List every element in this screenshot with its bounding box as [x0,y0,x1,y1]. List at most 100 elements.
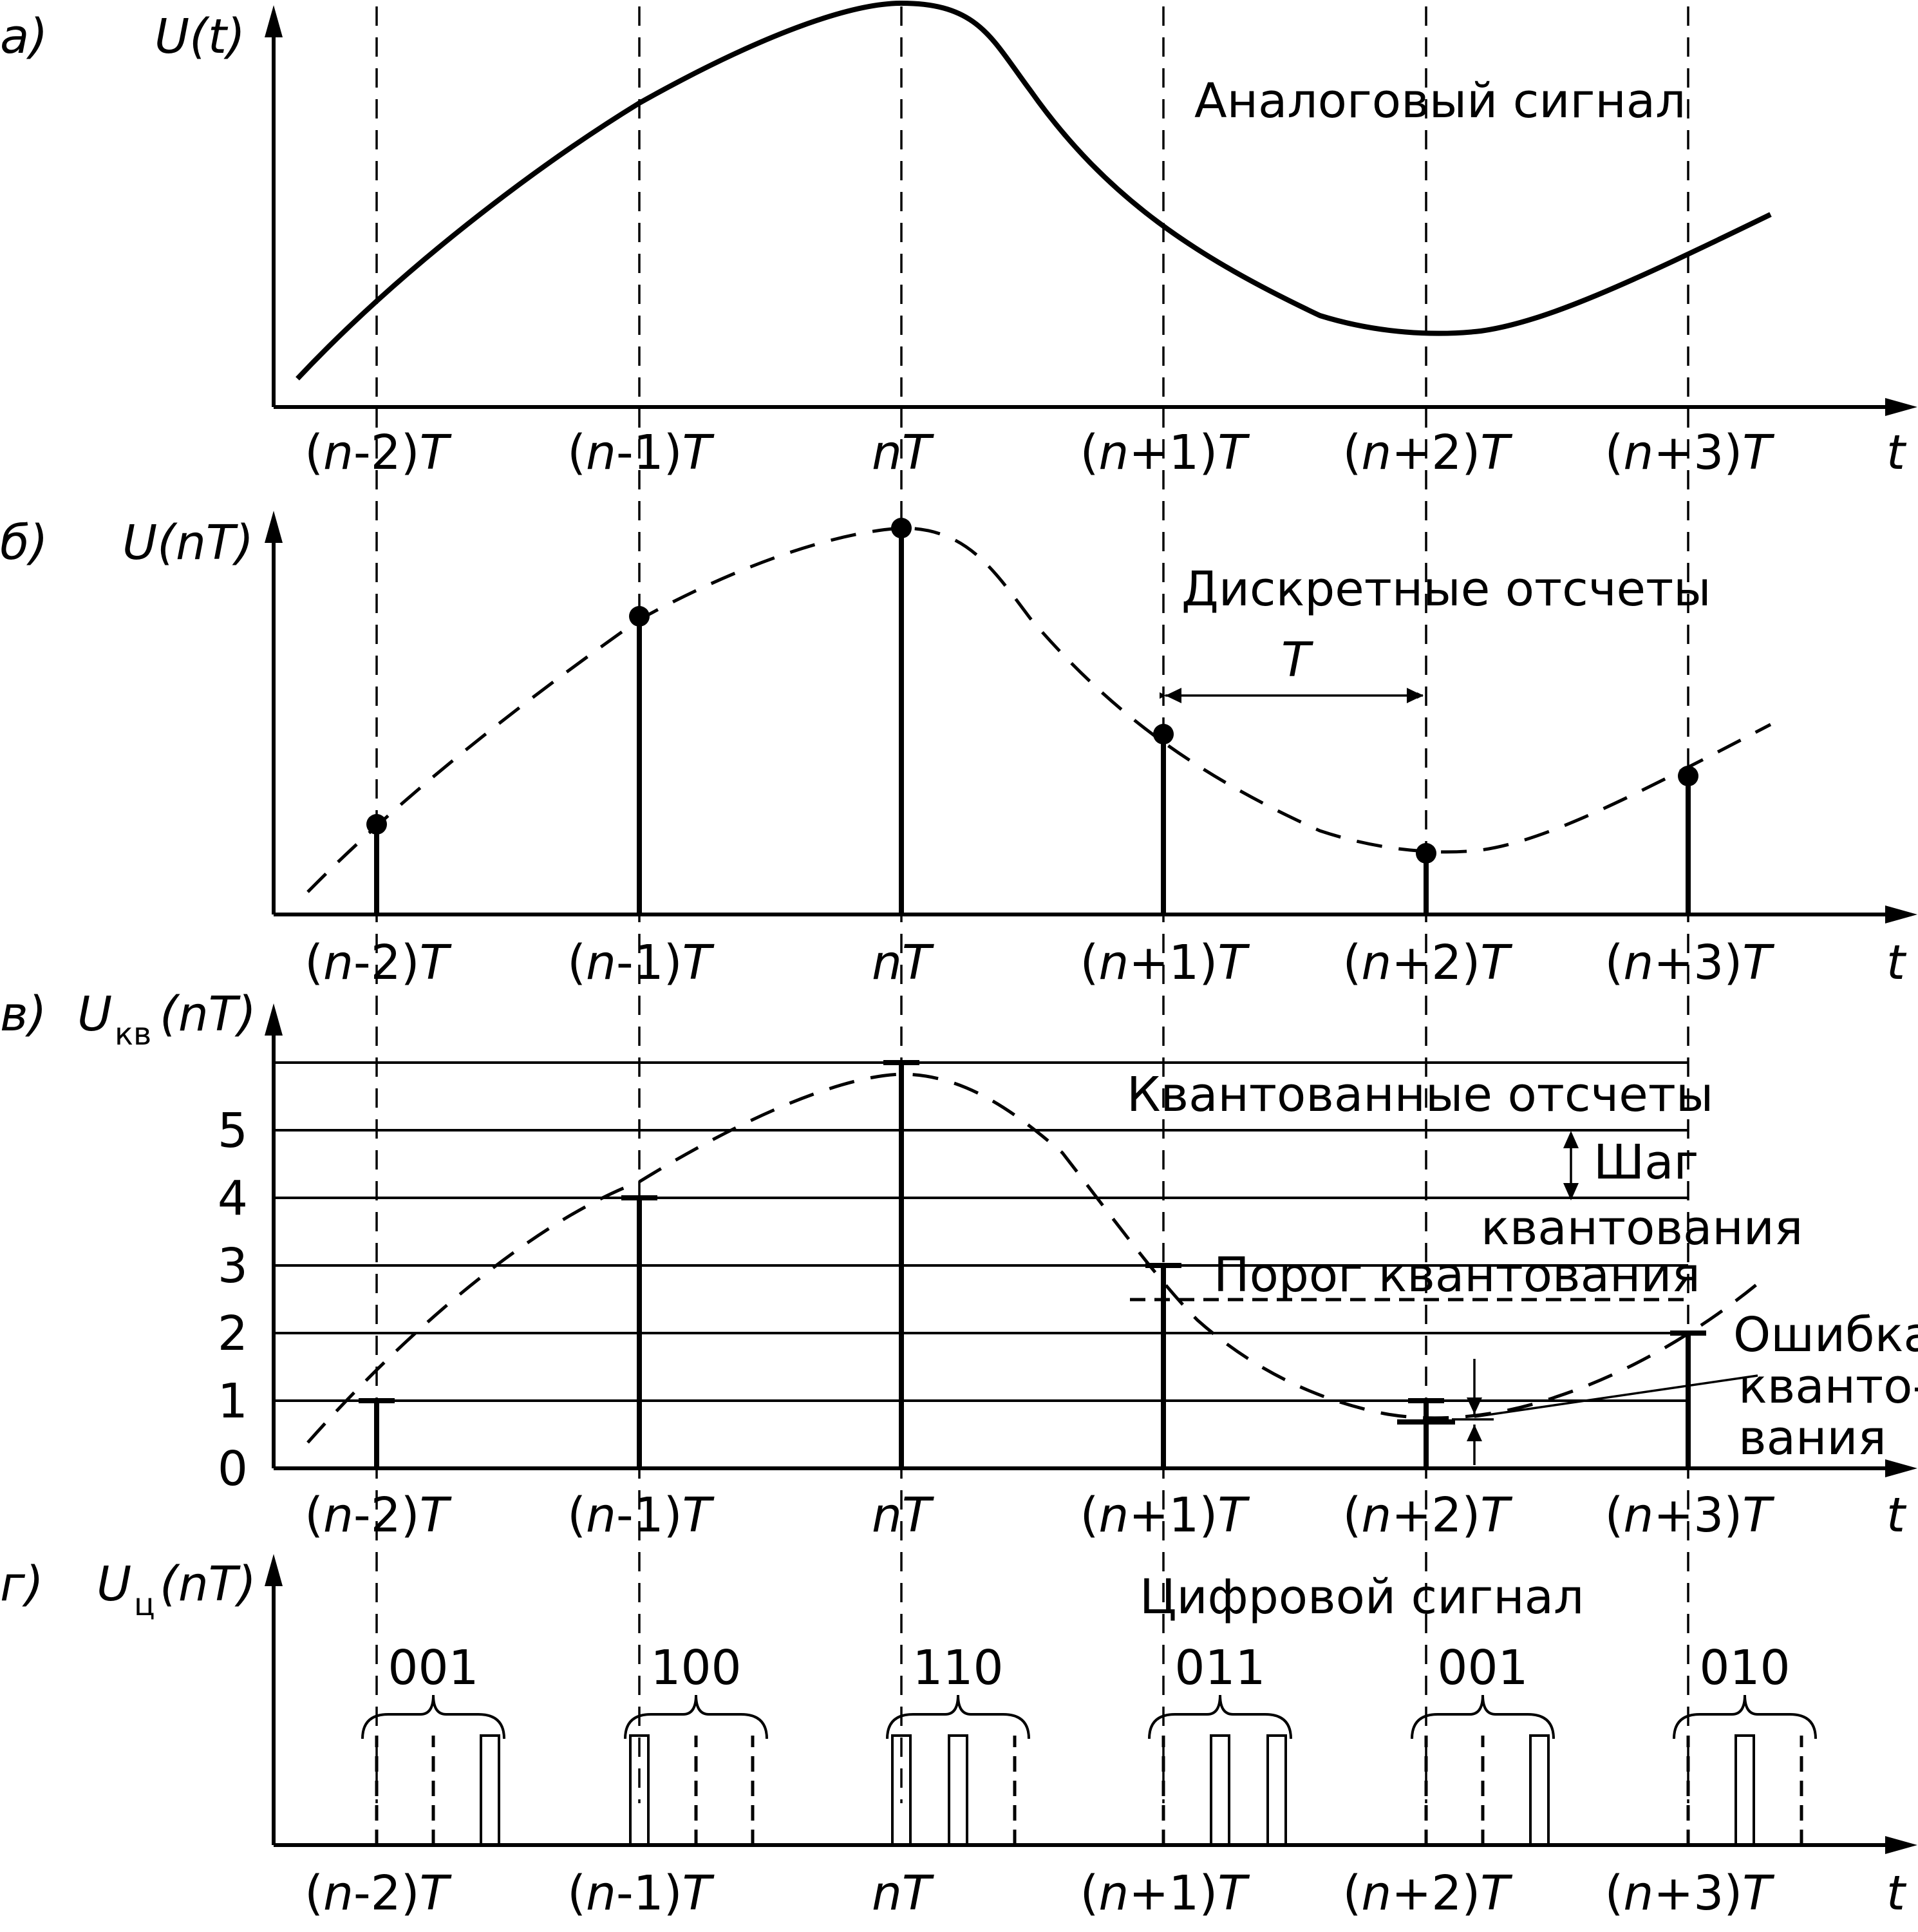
bit-pulse [891,1734,912,1845]
code-label: 011 [1174,1640,1265,1696]
code-label: 001 [1437,1640,1528,1696]
error-label-line3: вания [1738,1410,1886,1466]
bit-pulse [1529,1734,1550,1845]
time-tick-label: nT [872,425,935,480]
panel-d-y-label-main: U [97,1557,131,1612]
time-tick-label: (n+3)T [1605,935,1776,990]
sample-point [1678,766,1698,786]
time-tick-label: (n-2)T [305,1866,452,1921]
panel-b-x-arrow [1885,905,1917,923]
error-label-line2: кванто- [1738,1359,1918,1414]
time-tick-label: (n-2)T [305,935,452,990]
panel-c-letter: в) [0,987,46,1042]
step-arrow-heads [1563,1131,1579,1200]
sample-point [1153,724,1174,744]
code-brace [1411,1694,1555,1739]
time-tick-label: (n+3)T [1605,1866,1776,1921]
analog-signal-curve [296,0,1772,381]
time-tick-label: (n+2)T [1343,425,1514,480]
time-tick-label: (n-2)T [305,1488,452,1543]
time-tick-label: (n-1)T [567,425,715,480]
panel-d-y-label-sub: ц [134,1587,155,1623]
error-arrow-top-head [1467,1397,1482,1414]
bit-pulse [629,1734,650,1845]
panel-d-x-arrow [1885,1836,1917,1854]
level-tick-label: 1 [218,1374,248,1429]
digital-code-words: 001 100 110 011 001 010 [361,1640,1817,1845]
code-word: 010 [1673,1640,1817,1845]
panel-b-envelope [306,526,1772,893]
panel-c-x-arrow [1885,1459,1917,1477]
time-tick-label: (n+1)T [1080,935,1251,990]
threshold-label: Порог квантования [1214,1247,1700,1303]
code-word: 110 [886,1640,1030,1845]
panel-b-caption: Дискретные отсчеты [1181,562,1711,617]
bit-pulse [948,1734,968,1845]
panel-b-discrete: T б) U(nT) Дискретные отсчеты [0,511,1917,923]
error-arrow-bottom-head [1467,1425,1482,1441]
sample-point [629,606,650,627]
level-tick-label: 5 [218,1103,248,1159]
time-tick-label: (n+2)T [1343,1866,1514,1921]
error-leader-line [1474,1374,1758,1418]
panel-d-y-label-tail: (nT) [160,1557,256,1612]
time-tick-label: (n+2)T [1343,935,1514,990]
time-tick-label: nT [872,1488,935,1543]
panel-c-y-label-main: U [77,987,112,1042]
bit-pulse [1266,1734,1287,1845]
code-brace [1148,1694,1292,1739]
step-label-line2: квантования [1481,1200,1803,1256]
time-tick-label: (n+3)T [1605,425,1776,480]
bit-pulse [1210,1734,1230,1845]
panel-c-envelope [306,1072,1765,1444]
panel-c-quantized: 0 1 2 3 4 5 в) U кв (nT) Квантованные отсчеты… [0,987,1918,1497]
time-tick-label: (n+1)T [1080,425,1251,480]
panel-c-y-label-tail: (nT) [160,987,256,1042]
code-word: 001 [1411,1640,1555,1845]
time-axis-labels: (n-2)T (n-1)T nT (n+1)T (n+2)T (n+3)T t (n-2)T (… [305,425,1907,1921]
step-label-line1: Шаг [1594,1135,1698,1190]
panel-a-y-label: U(t) [155,9,245,64]
panel-d-y-arrow [265,1554,283,1586]
code-label: 001 [388,1640,478,1696]
panel-c-caption: Квантованные отсчеты [1127,1067,1713,1122]
time-axis-label: t [1886,1488,1907,1543]
code-word: 001 [361,1640,505,1845]
code-label: 010 [1699,1640,1790,1696]
level-tick-label: 0 [218,1441,248,1497]
panel-c-y-arrow [265,1003,283,1036]
level-tick-label: 3 [218,1238,248,1294]
sample-point [891,518,912,538]
code-brace [361,1694,505,1739]
time-tick-label: nT [872,935,935,990]
code-brace [1673,1694,1817,1739]
time-tick-label: (n+2)T [1343,1488,1514,1543]
panel-d-caption: Цифровой сигнал [1140,1569,1584,1625]
panel-b-y-arrow [265,511,283,543]
sample-point [1416,843,1436,864]
level-tick-label: 4 [218,1171,248,1226]
time-axis-label: t [1886,1866,1907,1921]
discrete-samples [366,518,1698,914]
time-axis-label: t [1886,935,1907,990]
time-axis-label: t [1886,425,1907,480]
panel-a-caption: Аналоговый сигнал [1194,73,1686,129]
time-tick-label: (n+1)T [1080,1488,1251,1543]
panel-b-letter: б) [0,515,48,571]
period-label: T [1281,632,1314,688]
time-tick-label: (n-1)T [567,935,715,990]
time-tick-label: (n-1)T [567,1866,715,1921]
bit-pulse [1735,1734,1755,1845]
code-brace [886,1694,1030,1739]
time-tick-label: (n-1)T [567,1488,715,1543]
level-tick-labels: 0 1 2 3 4 5 [218,1103,248,1497]
panel-b-y-label: U(nT) [122,515,254,571]
panel-a-analog: а) U(t) Аналоговый сигнал [0,0,1917,416]
quantization-levels [274,1061,1688,1402]
bit-pulse [480,1734,500,1845]
panel-d-digital: 001 100 110 011 001 010 г) U ц (nT) Цифровой … [0,1554,1917,1854]
code-word: 011 [1148,1640,1292,1845]
code-label: 100 [650,1640,741,1696]
sample-point [366,814,387,835]
